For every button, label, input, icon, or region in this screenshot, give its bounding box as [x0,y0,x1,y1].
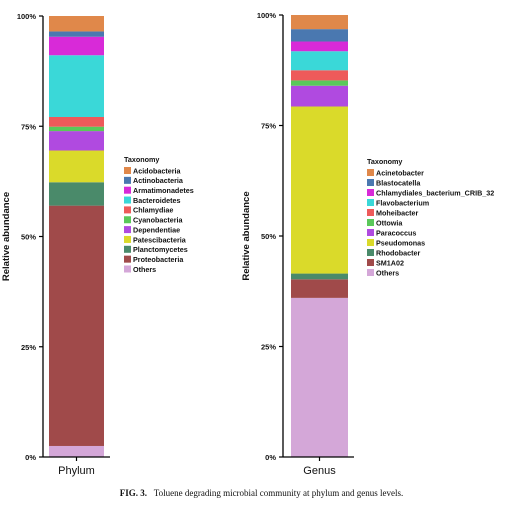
phylum-bar-segment-others [49,445,104,457]
phylum-bar-segment-chlamydiae [49,116,104,127]
genus-legend-swatch [367,229,374,236]
phylum-y-tick-label: 50% [21,233,36,242]
genus-y-axis-label: Relative abundance [241,191,252,280]
phylum-bar-segment-actinobacteria [49,31,104,37]
genus-legend-label: Rhodobacter [376,248,421,257]
genus-legend-label: Chlamydiales_bacterium_CRIB_32 [376,188,494,197]
phylum-legend: Taxonomy AcidobacteriaActinobacteriaArmat… [124,155,194,274]
genus-legend-swatch [367,189,374,196]
genus-bar-segment-blastocatella [291,29,348,42]
phylum-legend-label: Others [133,265,156,274]
phylum-legend-swatch [124,245,131,253]
genus-bar-segment-sm1a02 [291,279,348,298]
genus-bar-segment-others [291,297,348,457]
phylum-legend-label: Acidobacteria [133,166,182,175]
genus-bar-segment-paracoccus [291,85,348,107]
genus-y-tick-label: 25% [261,343,276,352]
caption-text: Toluene degrading microbial community at… [153,488,404,498]
genus-legend-swatch [367,259,374,266]
phylum-legend-swatch [124,226,131,234]
genus-bar-segment-ottowia [291,80,348,86]
figure-caption: FIG. 3. Toluene degrading microbial comm… [0,488,523,498]
genus-y-tick-label: 100% [257,11,277,20]
genus-legend-title: Taxonomy [367,157,402,166]
phylum-legend-title: Taxonomy [124,155,159,164]
phylum-legend-label: Chlamydiae [133,206,173,215]
phylum-legend-label: Dependentiae [133,225,180,234]
genus-legend-swatch [367,219,374,226]
phylum-bar-segment-patescibacteria [49,150,104,183]
phylum-legend-swatch [124,206,131,214]
phylum-legend-label: Armatimonadetes [133,186,194,195]
genus-bar-segment-chlamydiales-bacterium-crib-32 [291,41,348,52]
genus-bar-segment-flavobacterium [291,51,348,71]
phylum-bar-segment-proteobacteria [49,205,104,446]
phylum-legend-label: Actinobacteria [133,176,184,185]
phylum-legend-swatch [124,186,131,194]
phylum-legend-label: Proteobacteria [133,255,184,264]
phylum-y-axis-label: Relative abundance [1,192,12,281]
genus-legend-label: Others [376,268,399,277]
genus-bar-segment-pseudomonas [291,106,348,274]
phylum-bar-segment-planctomycetes [49,182,104,206]
genus-legend-swatch [367,199,374,206]
genus-legend-swatch [367,179,374,186]
genus-bar-segment-moheibacter [291,70,348,81]
genus-bar-segment-rhodobacter [291,273,348,280]
phylum-bar-segment-acidobacteria [49,16,104,32]
genus-legend-label: SM1A02 [376,258,404,267]
phylum-y-tick-label: 0% [25,453,36,462]
genus-chart: 0% 25% 50% 75% 100% Genus Relative abundance Ta… [241,11,494,477]
genus-legend-swatch [367,249,374,256]
phylum-legend-swatch [124,235,131,243]
phylum-y-tick-label: 100% [17,12,37,21]
phylum-legend-swatch [124,196,131,204]
phylum-legend-swatch [124,265,131,273]
genus-legend-label: Flavobacterium [376,198,429,207]
genus-category-label: Genus [303,465,336,477]
phylum-y-tick-label: 75% [21,122,36,131]
genus-legend-label: Acinetobacter [376,168,424,177]
phylum-bar-segment-cyanobacteria [49,126,104,132]
phylum-legend-swatch [124,167,131,174]
genus-bar-segment-acinetobacter [291,15,348,30]
genus-legend-label: Ottowia [376,218,403,227]
phylum-bar-segment-armatimonadetes [49,36,104,56]
phylum-legend-swatch [124,176,131,184]
genus-y-tick-label: 75% [261,122,276,131]
genus-legend-label: Moheibacter [376,208,419,217]
genus-legend-label: Pseudomonas [376,238,425,247]
phylum-legend-label: Cyanobacteria [133,216,184,225]
genus-legend-swatch [367,169,374,176]
genus-legend-label: Paracoccus [376,228,416,237]
phylum-bar-segment-bacteroidetes [49,55,104,117]
phylum-category-label: Phylum [58,465,95,477]
phylum-legend-swatch [124,255,131,263]
caption-label: FIG. 3. [119,488,147,498]
phylum-chart: 0% 25% 50% 75% 100% Phylum Relative abundance T… [1,12,194,477]
genus-legend: Taxonomy AcinetobacterBlastocatellaChlamy… [367,157,494,277]
genus-legend-swatch [367,269,374,276]
phylum-bar-segment-dependentiae [49,131,104,151]
phylum-y-tick-label: 25% [21,343,36,352]
phylum-legend-label: Planctomycetes [133,245,188,254]
genus-y-tick-label: 50% [261,232,276,241]
genus-legend-label: Blastocatella [376,178,421,187]
phylum-legend-swatch [124,216,131,224]
phylum-legend-label: Bacteroidetes [133,196,181,205]
phylum-legend-label: Patescibacteria [133,235,187,244]
genus-y-tick-label: 0% [265,453,276,462]
genus-legend-swatch [367,239,374,246]
genus-legend-swatch [367,209,374,216]
